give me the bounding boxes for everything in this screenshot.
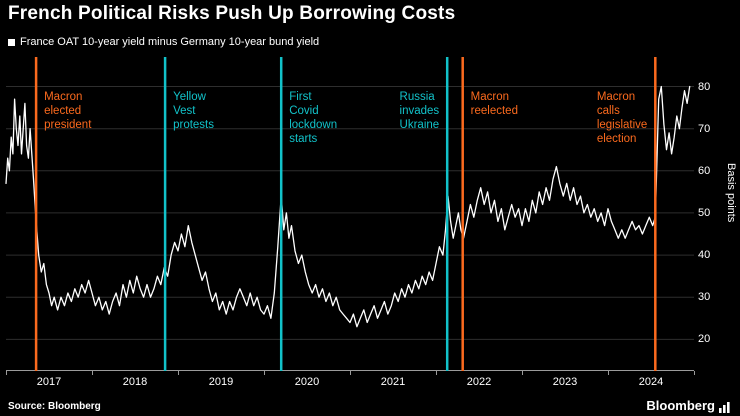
x-axis-tick-label: 2018 xyxy=(122,376,148,388)
x-axis-tick-mark xyxy=(92,371,93,375)
x-axis-tick-mark xyxy=(264,371,265,375)
x-axis-tick-label: 2017 xyxy=(36,376,62,388)
y-axis-tick-label: 80 xyxy=(698,80,711,93)
y-axis-tick-label: 40 xyxy=(698,249,711,262)
y-axis-tick-label: 50 xyxy=(698,206,711,219)
bloomberg-logo: Bloomberg xyxy=(646,398,730,413)
event-annotation-label: Macron calls legislative election xyxy=(596,91,648,145)
x-axis-tick-label: 2024 xyxy=(638,376,664,388)
x-axis-tick-mark xyxy=(6,371,7,375)
x-axis-tick-mark xyxy=(178,371,179,375)
plot-area xyxy=(5,57,694,371)
x-axis-tick-mark xyxy=(436,371,437,375)
x-axis-tick-mark xyxy=(350,371,351,375)
source-credit: Source: Bloomberg xyxy=(8,401,101,412)
x-axis-tick-mark xyxy=(694,371,695,375)
line-chart xyxy=(5,57,694,371)
chart-legend: France OAT 10-year yield minus Germany 1… xyxy=(8,36,319,48)
event-annotation-label: Russia invades Ukraine xyxy=(399,91,440,131)
event-annotation-label: Macron reelected xyxy=(470,91,518,117)
x-axis-tick-label: 2019 xyxy=(208,376,234,388)
x-axis-tick-mark xyxy=(522,371,523,375)
event-annotation-label: Macron elected president xyxy=(44,91,92,131)
x-axis-tick-mark xyxy=(608,371,609,375)
y-axis-tick-label: 20 xyxy=(698,333,711,346)
legend-square-marker xyxy=(8,38,15,46)
x-axis-tick-label: 2023 xyxy=(552,376,578,388)
y-axis-tick-label: 60 xyxy=(698,164,711,177)
event-annotation-label: First Covid lockdown starts xyxy=(289,91,338,145)
x-axis-tick-label: 2021 xyxy=(380,376,406,388)
event-annotation-label: Yellow Vest protests xyxy=(173,91,215,131)
x-axis-tick-label: 2020 xyxy=(294,376,320,388)
chart-title: French Political Risks Push Up Borrowing… xyxy=(8,3,456,24)
y-axis-tick-label: 30 xyxy=(698,291,711,304)
y-axis-title: Basis points xyxy=(725,163,737,223)
legend-label: France OAT 10-year yield minus Germany 1… xyxy=(20,36,320,48)
bar-chart-icon xyxy=(719,402,730,413)
y-axis-tick-label: 70 xyxy=(698,122,711,135)
bloomberg-logo-text: Bloomberg xyxy=(646,398,715,413)
x-axis-tick-label: 2022 xyxy=(466,376,492,388)
